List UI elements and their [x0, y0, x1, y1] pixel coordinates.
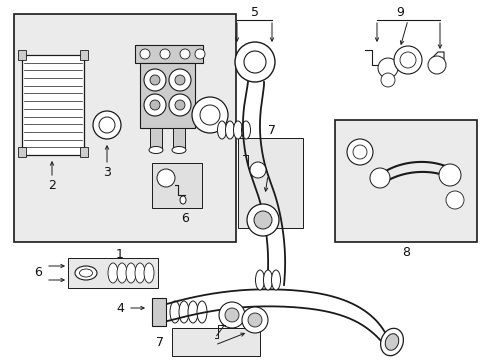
Bar [152, 298, 165, 326]
Text: 8: 8 [401, 246, 409, 258]
Bar [172, 328, 260, 356]
Ellipse shape [149, 147, 163, 153]
Ellipse shape [80, 269, 92, 277]
Circle shape [253, 211, 271, 229]
Ellipse shape [126, 263, 136, 283]
Bar [80, 147, 88, 157]
Text: 4: 4 [116, 302, 123, 315]
Ellipse shape [170, 301, 180, 323]
Ellipse shape [271, 270, 280, 290]
Circle shape [377, 58, 397, 78]
Ellipse shape [75, 266, 97, 280]
Circle shape [399, 52, 415, 68]
Ellipse shape [179, 301, 189, 323]
Text: 6: 6 [181, 212, 188, 225]
Circle shape [157, 169, 175, 187]
Text: 2: 2 [48, 179, 56, 192]
Circle shape [200, 105, 220, 125]
Circle shape [150, 75, 160, 85]
Ellipse shape [143, 263, 154, 283]
Circle shape [150, 100, 160, 110]
Ellipse shape [187, 301, 198, 323]
Bar [140, 63, 195, 128]
Ellipse shape [117, 263, 127, 283]
Circle shape [143, 94, 165, 116]
Circle shape [219, 302, 244, 328]
Ellipse shape [225, 121, 234, 139]
Ellipse shape [135, 263, 145, 283]
Circle shape [224, 308, 239, 322]
Circle shape [346, 139, 372, 165]
Bar [152, 163, 202, 208]
Ellipse shape [255, 270, 264, 290]
Bar [238, 138, 303, 228]
Circle shape [140, 49, 150, 59]
Ellipse shape [108, 263, 118, 283]
Circle shape [247, 313, 262, 327]
Circle shape [369, 168, 389, 188]
Circle shape [352, 145, 366, 159]
Text: 1: 1 [116, 248, 123, 261]
Ellipse shape [172, 147, 185, 153]
Ellipse shape [385, 334, 398, 350]
Text: 7: 7 [267, 123, 275, 136]
Ellipse shape [380, 328, 403, 356]
Ellipse shape [233, 121, 242, 139]
Bar [80, 50, 88, 60]
Circle shape [235, 42, 274, 82]
Circle shape [246, 204, 279, 236]
Ellipse shape [217, 121, 226, 139]
Text: 5: 5 [250, 5, 259, 18]
Text: 3: 3 [103, 166, 111, 179]
Ellipse shape [180, 196, 185, 204]
Circle shape [143, 69, 165, 91]
Circle shape [192, 97, 227, 133]
Bar [18, 50, 26, 60]
Bar [334, 120, 476, 242]
Circle shape [438, 164, 460, 186]
Circle shape [249, 162, 265, 178]
Ellipse shape [241, 121, 250, 139]
Circle shape [180, 49, 190, 59]
Circle shape [175, 75, 184, 85]
Text: 6: 6 [34, 266, 42, 279]
Bar [150, 128, 162, 150]
Bar [18, 147, 26, 157]
Circle shape [175, 100, 184, 110]
Circle shape [445, 191, 463, 209]
Circle shape [427, 56, 445, 74]
Ellipse shape [197, 301, 206, 323]
Ellipse shape [263, 270, 272, 290]
Circle shape [380, 73, 394, 87]
Text: 9: 9 [395, 5, 403, 18]
Bar [22, 55, 84, 155]
Bar [135, 45, 203, 63]
Circle shape [244, 51, 265, 73]
Circle shape [169, 94, 191, 116]
Circle shape [242, 307, 267, 333]
Bar [14, 14, 236, 242]
Bar [173, 128, 184, 150]
Bar [68, 258, 158, 288]
Circle shape [160, 49, 170, 59]
Circle shape [169, 69, 191, 91]
Circle shape [393, 46, 421, 74]
Text: 7: 7 [156, 336, 163, 348]
Circle shape [99, 117, 115, 133]
Circle shape [195, 49, 204, 59]
Circle shape [93, 111, 121, 139]
